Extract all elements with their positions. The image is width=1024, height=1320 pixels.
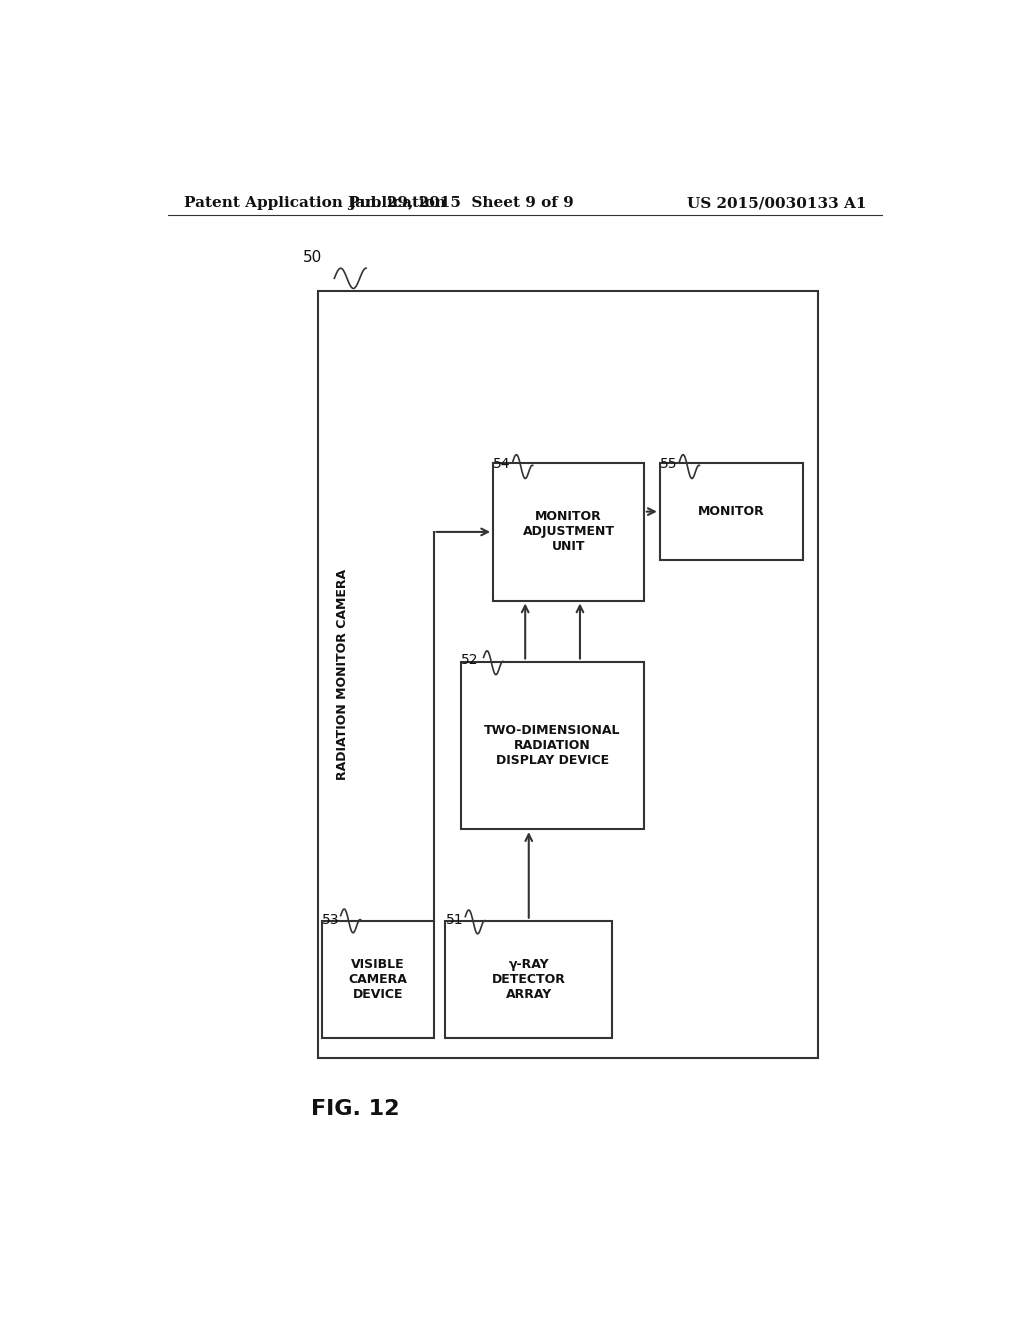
Text: MONITOR
ADJUSTMENT
UNIT: MONITOR ADJUSTMENT UNIT <box>522 511 614 553</box>
Bar <box>461 661 644 829</box>
Text: 53: 53 <box>323 912 340 927</box>
Text: US 2015/0030133 A1: US 2015/0030133 A1 <box>686 197 866 210</box>
Text: FIG. 12: FIG. 12 <box>310 1098 399 1118</box>
Text: 51: 51 <box>445 912 463 927</box>
Text: 55: 55 <box>659 457 677 471</box>
Bar <box>318 290 818 1057</box>
Text: MONITOR: MONITOR <box>697 506 765 517</box>
Bar <box>445 921 612 1038</box>
Text: Jan. 29, 2015  Sheet 9 of 9: Jan. 29, 2015 Sheet 9 of 9 <box>348 197 574 210</box>
Text: Patent Application Publication: Patent Application Publication <box>183 197 445 210</box>
Bar <box>659 463 803 560</box>
Bar <box>323 921 433 1038</box>
Text: TWO-DIMENSIONAL
RADIATION
DISPLAY DEVICE: TWO-DIMENSIONAL RADIATION DISPLAY DEVICE <box>484 723 621 767</box>
Text: γ-RAY
DETECTOR
ARRAY: γ-RAY DETECTOR ARRAY <box>492 957 565 1001</box>
Text: 50: 50 <box>303 249 322 265</box>
Text: 54: 54 <box>494 457 511 471</box>
Bar <box>494 463 644 601</box>
Text: RADIATION MONITOR CAMERA: RADIATION MONITOR CAMERA <box>336 569 349 780</box>
Text: VISIBLE
CAMERA
DEVICE: VISIBLE CAMERA DEVICE <box>348 957 408 1001</box>
Text: 52: 52 <box>461 653 479 668</box>
